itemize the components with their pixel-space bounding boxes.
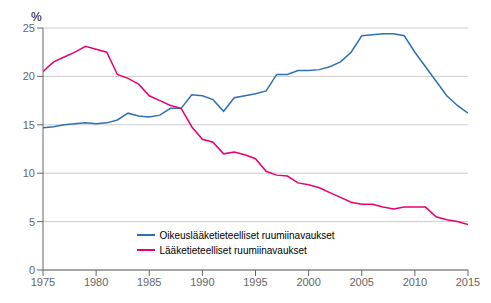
svg-text:2000: 2000	[296, 276, 320, 288]
svg-text:5: 5	[29, 216, 35, 228]
svg-text:20: 20	[23, 70, 35, 82]
svg-text:1980: 1980	[84, 276, 108, 288]
html-text:Oikeuslääketieteelliset ruumii: Oikeuslääketieteelliset ruumiinavaukset	[159, 229, 335, 241]
svg-text:2005: 2005	[350, 276, 374, 288]
svg-text:1990: 1990	[190, 276, 214, 288]
svg-text:0: 0	[29, 264, 35, 276]
html-text:Lääketieteelliset ruumiinavauk: Lääketieteelliset ruumiinavaukset	[159, 244, 307, 256]
svg-text:25: 25	[22, 21, 35, 34]
svg-text:15: 15	[23, 119, 35, 131]
svg-text:2010: 2010	[403, 276, 427, 288]
svg-text:1985: 1985	[137, 276, 161, 288]
svg-text:1975: 1975	[31, 276, 55, 288]
svg-text:2015: 2015	[456, 276, 480, 288]
svg-text:1995: 1995	[243, 276, 267, 288]
svg-text:10: 10	[23, 167, 35, 179]
